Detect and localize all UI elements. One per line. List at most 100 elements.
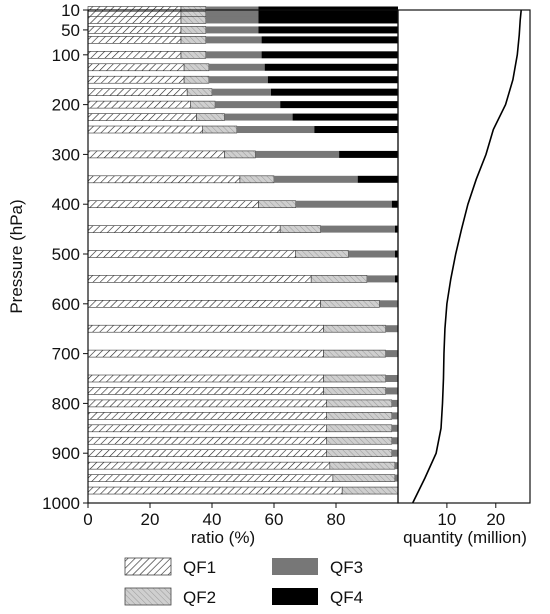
legend-label-qf2: QF2 — [183, 588, 216, 607]
bar-qf1-950 — [87, 474, 334, 482]
bar-qf1-175 — [87, 88, 188, 96]
y-tick-label-50: 50 — [61, 21, 80, 40]
bar-qf1-600 — [87, 300, 321, 308]
bar-qf3-700 — [385, 350, 398, 358]
ratio-axis-title: ratio (%) — [191, 528, 255, 547]
bar-qf1-900 — [87, 449, 327, 458]
legend-swatch-qf3 — [272, 558, 318, 575]
bar-qf1-825 — [87, 412, 327, 420]
bar-qf4-70 — [261, 36, 398, 44]
quantity-line-layer — [411, 9, 522, 504]
bar-qf4-550 — [394, 275, 398, 283]
bar-qf3-775 — [385, 387, 398, 395]
bar-qf2-100 — [180, 51, 207, 59]
bar-qf2-400 — [258, 200, 297, 209]
bar-qf2-775 — [323, 387, 386, 395]
bar-qf3-550 — [367, 275, 395, 283]
bar-qf2-50 — [180, 26, 207, 34]
bar-qf3-825 — [391, 412, 398, 420]
bar-qf2-125 — [183, 63, 210, 72]
bar-qf4-125 — [264, 63, 398, 71]
bar-qf4-300 — [339, 150, 398, 158]
bar-qf3-950 — [394, 474, 398, 482]
ratio-tick-label-40: 40 — [203, 510, 222, 529]
bar-qf2-225 — [196, 113, 225, 121]
bar-qf3-70 — [205, 36, 262, 44]
legend-swatch-qf4 — [272, 588, 318, 605]
bar-qf3-175 — [212, 88, 271, 96]
y-tick-label-900: 900 — [52, 444, 80, 463]
bar-qf2-175 — [186, 88, 213, 96]
bar-qf1-150 — [87, 75, 185, 84]
bar-qf4-175 — [270, 88, 398, 96]
bar-qf2-550 — [310, 275, 368, 283]
quantity-tick-label-10: 10 — [437, 510, 456, 529]
bar-qf3-300 — [255, 150, 340, 158]
legend-swatch-qf2 — [124, 587, 172, 606]
bar-qf4-500 — [394, 250, 398, 258]
bar-qf3-650 — [385, 325, 398, 333]
bar-qf2-150 — [183, 75, 210, 84]
bars-layer — [87, 6, 399, 495]
bar-qf1-450 — [87, 225, 281, 233]
bar-qf2-200 — [190, 100, 216, 109]
bar-qf1-500 — [87, 250, 296, 258]
bar-qf2-925 — [329, 461, 396, 470]
bar-qf3-30 — [205, 16, 259, 24]
bar-qf4-225 — [292, 113, 398, 121]
bar-qf3-20 — [205, 11, 259, 19]
bar-qf1-400 — [87, 200, 259, 209]
bar-qf4-250 — [314, 126, 398, 134]
ratio-tick-label-60: 60 — [265, 510, 284, 529]
bar-qf1-300 — [87, 150, 225, 159]
bar-qf3-900 — [391, 449, 398, 457]
bar-qf3-800 — [391, 399, 398, 407]
bar-qf2-750 — [323, 374, 386, 383]
bar-qf3-850 — [391, 424, 398, 432]
bar-qf3-925 — [394, 462, 398, 470]
y-tick-label-800: 800 — [52, 394, 80, 413]
bar-qf3-500 — [348, 250, 395, 258]
bar-qf1-650 — [87, 324, 324, 333]
bar-qf2-800 — [326, 399, 393, 408]
bar-qf4-400 — [391, 200, 398, 208]
bar-qf1-200 — [87, 100, 191, 109]
bar-qf3-225 — [224, 113, 293, 121]
quantity-axis-title: quantity (million) — [403, 528, 527, 547]
bar-qf4-20 — [258, 11, 398, 19]
bar-qf3-400 — [295, 200, 392, 208]
bar-qf3-100 — [205, 51, 262, 59]
quantity-panel-frame — [397, 9, 531, 504]
quantity-line — [411, 9, 522, 504]
bar-qf4-50 — [258, 26, 398, 34]
bar-qf2-900 — [326, 449, 393, 458]
bar-qf1-125 — [87, 63, 185, 72]
quantity-tick-label-20: 20 — [486, 510, 505, 529]
bar-qf1-975 — [87, 486, 343, 495]
y-tick-label-100: 100 — [52, 46, 80, 65]
legend: QF1 QF2 QF3 QF4 — [124, 557, 363, 607]
pressure-axis-title: Pressure (hPa) — [7, 199, 26, 313]
ratio-tick-label-0: 0 — [83, 510, 92, 529]
bar-qf2-250 — [202, 125, 238, 134]
y-tick-label-700: 700 — [52, 345, 80, 364]
bar-qf4-450 — [394, 225, 398, 233]
bar-qf2-700 — [323, 349, 386, 358]
bar-qf2-650 — [323, 324, 386, 333]
bar-qf1-750 — [87, 374, 324, 383]
y-tick-label-300: 300 — [52, 145, 80, 164]
legend-label-qf1: QF1 — [183, 558, 216, 577]
y-tick-label-1000: 1000 — [42, 494, 80, 513]
bar-qf3-250 — [236, 126, 315, 134]
bar-qf1-250 — [87, 125, 203, 134]
bar-qf1-925 — [87, 461, 331, 470]
legend-label-qf3: QF3 — [330, 558, 363, 577]
bar-qf2-850 — [326, 424, 393, 433]
bar-qf3-875 — [391, 437, 398, 445]
bar-qf1-225 — [87, 113, 197, 121]
bar-qf4-350 — [357, 175, 398, 183]
ratio-tick-label-80: 80 — [327, 510, 346, 529]
bar-qf4-100 — [261, 51, 398, 59]
bar-qf3-350 — [274, 175, 358, 183]
